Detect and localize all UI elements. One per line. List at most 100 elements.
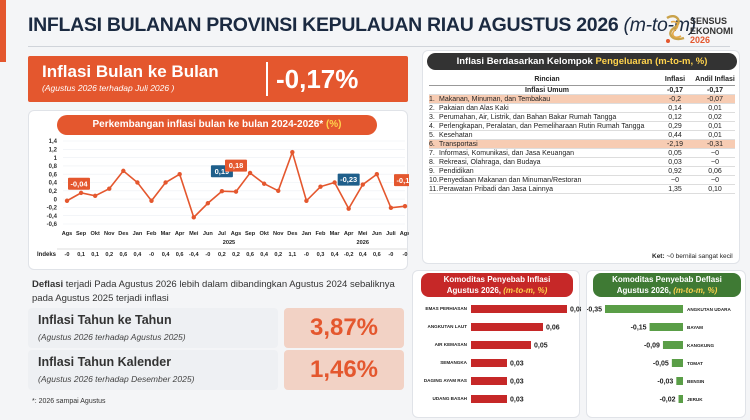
x-tick-label: Des <box>118 231 128 237</box>
y-tick-label: 0,8 <box>49 164 58 170</box>
mtm-inflation-box: Inflasi Bulan ke Bulan (Agustus 2026 ter… <box>28 56 408 102</box>
mtm-sub: (Agustus 2026 terhadap Juli 2026 ) <box>42 83 175 93</box>
table-note: Ket: ~0 bernilai sangat kecil <box>652 253 733 260</box>
bar-value-label: -0,02 <box>660 397 676 404</box>
y-tick-label: -0,4 <box>47 214 58 220</box>
bar-value-label: -0,09 <box>644 343 660 350</box>
x-tick-label: Jun <box>203 231 214 237</box>
y-tick-label: 1 <box>54 156 58 162</box>
deflation-bar <box>649 323 683 331</box>
index-value: -0,2 <box>344 252 354 258</box>
table-row: 7. Informasi, Komunikasi, dan Jasa Keuang… <box>429 148 735 158</box>
table-row: 6. Transportasi -2,19 -0,31 <box>429 139 735 149</box>
x-tick-label: Nov <box>104 231 115 237</box>
trend-chart-title: Perkembangan inflasi bulan ke bulan 2024… <box>57 115 377 135</box>
trend-chart-card: 1,4 1,2 1 0,8 0,6 0,4 0,2 0 -0,2 -0,4 -0,6 Ags -0 Sep… <box>28 110 409 270</box>
index-value: 0,4 <box>331 252 340 258</box>
commodity-label: BENSIN <box>687 379 705 384</box>
yoy-sub: (Agustus 2026 terhadap Agustus 2025) <box>38 332 186 342</box>
y-tick-label: 0,4 <box>49 181 58 187</box>
col-inflasi: Inflasi <box>655 75 695 86</box>
x-tick-label: Okt <box>260 231 269 237</box>
y-tick-label: -0,2 <box>47 206 58 212</box>
x-tick-label: Apr <box>175 231 185 237</box>
y-tick-label: 1,2 <box>49 148 58 154</box>
deflation-bar <box>678 395 683 403</box>
deflation-bar-chart: -0,35 ANGKUTAN UDARA -0,15 BAYAM -0,09 KANGKU… <box>587 305 731 404</box>
year-label-2026: 2026 <box>357 240 369 246</box>
year-label-2025: 2025 <box>223 240 235 246</box>
commodity-label: TOMAT <box>687 361 703 366</box>
commodity-label: BAYAM <box>687 325 703 330</box>
x-tick-label: Ags <box>400 231 409 237</box>
deflation-bar <box>662 341 683 349</box>
index-value: -0 <box>388 252 393 258</box>
table-header-row: Rincian Inflasi Andil Inflasi <box>429 75 735 86</box>
x-tick-label: Jun <box>372 231 383 237</box>
trend-point <box>163 180 168 185</box>
sensus-ekonomi-logo: SENSUS EKONOMI 2026 <box>664 14 744 50</box>
bar-value-label: 0,03 <box>510 379 524 386</box>
deflation-commodity-card: -0,35 ANGKUTAN UDARA -0,15 BAYAM -0,09 KANGKU… <box>586 270 746 418</box>
trend-point <box>261 181 267 186</box>
commodity-label: KANGKUNG <box>687 343 714 348</box>
inflation-card-title: Komoditas Penyebab Inflasi Agustus 2026,… <box>421 273 573 297</box>
x-tick-label: Sep <box>76 231 87 237</box>
ytd-label: Inflasi Tahun Kalender <box>38 355 172 369</box>
footnote: *: 2026 sampai Agustus <box>32 398 106 405</box>
bar-value-label: -0,05 <box>653 361 669 368</box>
x-tick-label: Nov <box>273 231 284 237</box>
index-value: -0 <box>149 252 154 258</box>
x-tick-label: Feb <box>147 231 158 237</box>
commodity-label: ANGKUTAN UDARA <box>687 307 731 312</box>
x-tick-label: Mar <box>161 231 172 237</box>
x-tick-label: Jul <box>218 231 227 237</box>
trend-point <box>219 189 225 194</box>
deflation-bar <box>605 305 683 313</box>
inflation-bar <box>471 305 567 313</box>
table-row: 1. Makanan, Minuman, dan Tembakau -0,2 -0,0… <box>429 94 735 104</box>
bar-value-label: -0,35 <box>587 307 602 314</box>
x-tick-label: Ags <box>62 231 73 237</box>
group-table: Rincian Inflasi Andil Inflasi Inflasi Um… <box>429 75 735 194</box>
bar-value-label: 0,06 <box>546 325 560 332</box>
trend-point <box>374 172 380 177</box>
bar-value-label: 0,05 <box>534 343 548 350</box>
callout-label: -0,17 <box>396 176 409 185</box>
index-value: 0,2 <box>232 252 240 258</box>
x-tick-label: Jan <box>133 231 143 237</box>
y-tick-label: 0,2 <box>49 189 58 195</box>
index-value: -0 <box>403 252 408 258</box>
deflation-summary: Deflasi terjadi Pada Agustus 2026 lebih … <box>32 279 395 304</box>
commodity-label: ANGKUTAN LAUT <box>428 324 468 329</box>
trend-point <box>290 150 295 155</box>
y-tick-label: -0,6 <box>47 222 58 228</box>
index-value: -0 <box>304 252 309 258</box>
index-value: -0 <box>205 252 210 258</box>
index-value: 0,2 <box>105 252 113 258</box>
callout-box <box>225 159 247 172</box>
x-tick-label: Mei <box>189 231 199 237</box>
ytd-sub: (Agustus 2026 terhadap Desember 2025) <box>38 374 195 384</box>
trend-point <box>135 180 140 185</box>
trend-point <box>332 180 337 185</box>
inflation-bar-chart: EMAS PERHIASAN 0,08 ANGKUTAN LAUT 0,06 AIR K… <box>424 305 581 404</box>
index-value: 0,6 <box>246 252 254 258</box>
yoy-value: 3,87% <box>284 308 404 348</box>
y-tick-label: 0 <box>54 197 58 203</box>
x-tick-label: Feb <box>316 231 327 237</box>
x-tick-label: Okt <box>91 231 100 237</box>
trend-chart: 1,4 1,2 1 0,8 0,6 0,4 0,2 0 -0,2 -0,4 -0,6 Ags -0 Sep… <box>37 139 409 258</box>
deflation-bar <box>671 359 683 367</box>
y-tick-label: 1,4 <box>49 139 58 145</box>
index-value: 0,4 <box>162 252 171 258</box>
deflation-bar <box>676 377 683 385</box>
col-andil: Andil Inflasi <box>695 75 735 86</box>
trend-point <box>388 205 394 211</box>
callout-label: -0,04 <box>70 179 88 188</box>
index-value: 0,1 <box>91 252 99 258</box>
ytd-box: Inflasi Tahun Kalender (Agustus 2026 ter… <box>28 350 278 390</box>
logo-text: SENSUS EKONOMI 2026 <box>690 16 734 45</box>
mtm-divider <box>266 62 268 96</box>
group-table-title: Inflasi Berdasarkan Kelompok Pengeluaran… <box>427 53 737 70</box>
